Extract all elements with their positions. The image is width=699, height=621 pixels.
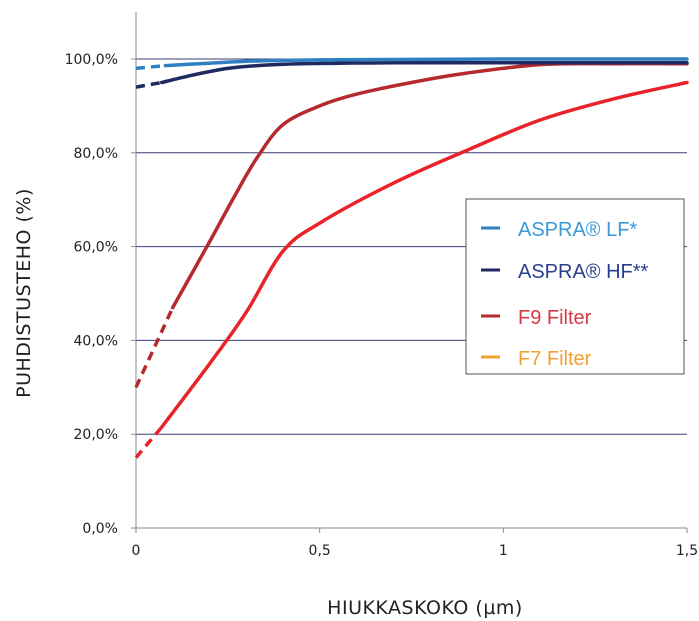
- y-tick-label: 20,0%: [74, 427, 118, 443]
- legend-label: ASPRA® HF**: [518, 261, 649, 283]
- legend-box: [465, 198, 685, 375]
- legend: ASPRA® LF* ASPRA® HF** F9 Filter F7 Filter: [465, 198, 685, 375]
- series-line-aspra-lf-extrapolated: [135, 63, 166, 71]
- y-tick-label: 60,0%: [74, 240, 118, 256]
- legend-label: ASPRA® LF*: [518, 219, 637, 241]
- axes: [131, 12, 688, 533]
- x-tick-label: 1: [499, 543, 508, 559]
- legend-label: F7 Filter: [518, 348, 592, 370]
- series-lines: [134, 57, 689, 459]
- y-tick-label: 100,0%: [65, 52, 118, 68]
- series-line-f7-filter-extrapolated: [134, 426, 164, 459]
- legend-label: F9 Filter: [518, 307, 592, 329]
- y-axis-title: PUHDISTUSTEHO (%): [13, 188, 35, 398]
- series-line-f7-filter: [159, 80, 689, 429]
- y-tick-label: 0,0%: [82, 521, 118, 537]
- series-line-aspra-lf: [163, 57, 689, 68]
- x-axis-title: HIUKKASKOKO (µm): [327, 597, 523, 619]
- x-tick-label: 1,5: [676, 543, 698, 559]
- x-tick-label: 0,5: [309, 543, 331, 559]
- y-tick-labels: 0,0% 20,0% 40,0% 60,0% 80,0% 100,0%: [65, 52, 118, 537]
- x-tick-labels: 0 0,5 1 1,5: [132, 543, 699, 559]
- series-line-aspra-hf: [159, 61, 689, 85]
- series-line-aspra-hf-extrapolated: [135, 80, 162, 89]
- x-tick-label: 0: [132, 543, 141, 559]
- y-tick-label: 80,0%: [74, 146, 118, 162]
- y-tick-label: 40,0%: [74, 333, 118, 349]
- series-line-f9-filter-extrapolated: [134, 306, 175, 389]
